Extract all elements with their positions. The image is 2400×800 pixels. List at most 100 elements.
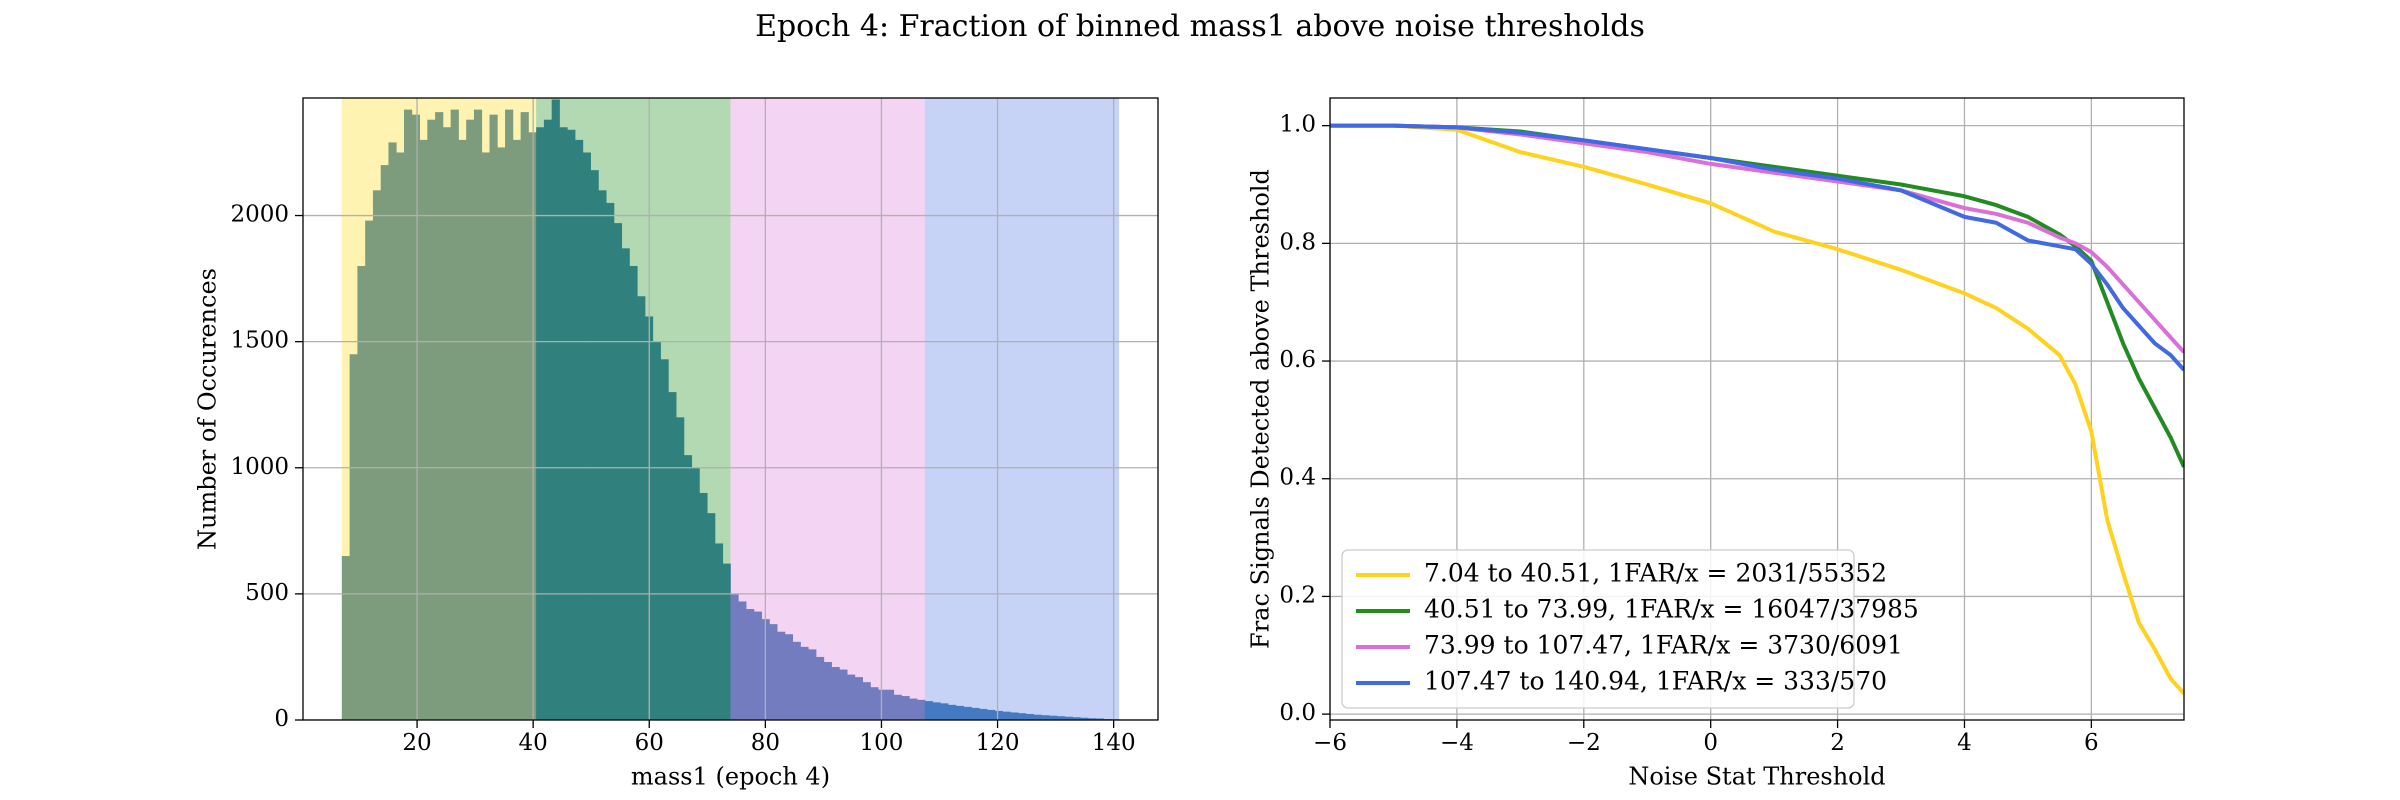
histogram-bar [901,696,910,720]
y-tick-label: 0.0 [1279,700,1316,726]
histogram-bar [831,667,840,720]
histogram-bar [885,689,895,720]
histogram-bar [986,709,996,720]
histogram-bar [862,682,871,720]
histogram-bar [372,190,382,720]
histogram-bar [971,707,980,720]
legend-label: 40.51 to 73.99, 1FAR/x = 16047/37985 [1424,595,1919,624]
x-tick-label: −2 [1567,730,1601,756]
histogram-bar [567,129,576,720]
histogram-bar [668,392,677,720]
x-tick-label: 100 [860,730,904,756]
y-tick-label: 0.4 [1279,465,1316,491]
histogram-bar [536,127,545,720]
figure-title: Epoch 4: Fraction of binned mass1 above … [755,9,1645,44]
histogram-bar [559,127,568,720]
axes-frame [1329,97,2185,721]
histogram-bar [1087,718,1097,720]
histogram-bar [1025,713,1035,720]
histogram-bar [955,705,965,720]
histogram-bar [1056,716,1066,720]
y-tick-label: 500 [245,580,289,606]
histogram-bar [870,687,879,720]
y-tick-label: 0.2 [1279,582,1316,608]
shaded-span [536,98,731,720]
histogram-bar [365,220,374,720]
x-tick-label: −6 [1313,730,1347,756]
histogram-bar [994,710,1003,720]
histogram-bar [652,341,661,720]
histogram-bar [466,119,475,720]
x-axis-label: mass1 (epoch 4) [631,763,830,791]
histogram-bar [730,593,739,720]
histogram-bar [481,152,490,720]
histogram-bar [777,631,786,720]
histogram-bar [404,109,413,720]
x-tick-label: 40 [519,730,548,756]
histogram-bar [1033,714,1042,720]
histogram-bar [917,699,926,720]
plot-layer [303,98,1158,720]
x-tick-label: 4 [1957,730,1972,756]
histogram-bar [1002,711,1011,720]
axes-frame [302,97,1159,721]
histogram-bar [707,513,716,720]
histogram-bar [450,109,459,720]
histogram-bar [442,127,452,720]
x-tick-label: −4 [1440,730,1474,756]
histogram-bar [815,656,825,720]
histogram-bar [551,99,560,720]
histogram-bar [349,354,358,720]
histogram-bar [1010,712,1019,720]
histogram-bar [932,702,941,720]
histogram-bar [660,359,669,720]
x-tick-label: 140 [1092,730,1136,756]
shaded-span [341,98,537,720]
histogram-bar [683,455,693,720]
series-line [1330,123,2184,354]
histogram-bar [613,223,623,720]
histogram-bar [854,677,863,720]
y-tick-label: 1000 [230,454,289,480]
y-tick-label: 2000 [230,202,289,228]
x-tick-label: 6 [2084,730,2099,756]
histogram-bar [1018,713,1027,720]
histogram-bar [419,139,428,720]
histogram-bar [963,706,972,720]
histogram-bar [1041,715,1050,720]
histogram-bar [629,265,638,720]
x-tick-label: 2 [1830,730,1845,756]
histogram-bar [948,704,957,720]
histogram-bar [800,646,809,720]
x-tick-label: 120 [976,730,1020,756]
histogram-bar [1064,716,1073,720]
histogram-bar [940,703,949,720]
histogram-bar [637,296,646,720]
y-axis-label: Frac Signals Detected above Threshold [1247,169,1275,649]
histogram-bar [528,132,537,720]
series-line [1330,123,2184,372]
y-tick-label: 0.8 [1279,229,1316,255]
x-tick-label: 20 [402,730,431,756]
histogram-bar [746,609,755,720]
histogram-bar [714,543,724,720]
histogram-bar [621,248,630,720]
histogram-bar [411,114,420,720]
histogram-bar [575,139,584,720]
histogram-bar [808,649,817,720]
histogram-bar [878,689,887,720]
histogram-bar [823,661,832,720]
histogram-bar [341,556,351,720]
histogram-bar [722,563,731,720]
y-tick-label: 1.0 [1279,112,1316,138]
histogram-bar [769,624,778,720]
histogram-bar [520,112,529,720]
histogram-bar [497,147,506,720]
legend-label: 7.04 to 40.51, 1FAR/x = 2031/55352 [1424,559,1887,588]
histogram-bar [543,119,553,720]
histogram-bar [396,152,405,720]
histogram-bar [893,694,902,720]
plot-layer [1330,98,2184,720]
histogram-bar [435,112,444,720]
